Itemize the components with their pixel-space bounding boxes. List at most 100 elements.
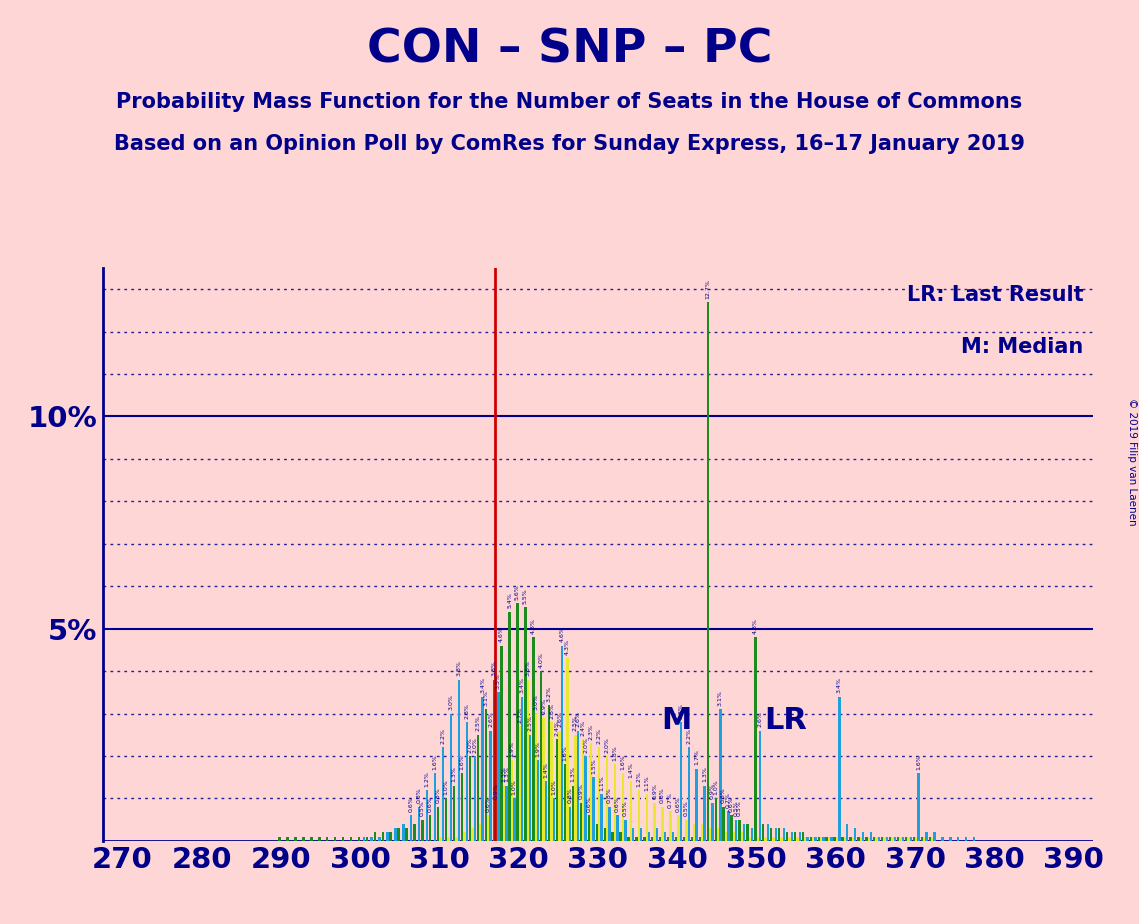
Bar — [782, 828, 785, 841]
Text: M: M — [662, 706, 691, 735]
Bar — [630, 782, 632, 841]
Bar — [923, 836, 925, 841]
Bar — [822, 836, 825, 841]
Bar — [318, 836, 320, 841]
Bar — [477, 735, 480, 841]
Bar — [370, 836, 372, 841]
Bar — [656, 828, 658, 841]
Text: 2.9%: 2.9% — [541, 699, 547, 714]
Bar — [910, 836, 912, 841]
Bar — [466, 722, 468, 841]
Text: 0.5%: 0.5% — [737, 800, 741, 816]
Bar — [756, 836, 759, 841]
Bar — [748, 836, 751, 841]
Text: 0.5%: 0.5% — [420, 800, 425, 816]
Text: 2.6%: 2.6% — [575, 711, 580, 727]
Bar — [632, 828, 634, 841]
Text: 0.8%: 0.8% — [417, 788, 421, 804]
Bar — [732, 833, 735, 841]
Bar — [850, 836, 852, 841]
Bar — [812, 836, 814, 841]
Bar — [764, 836, 767, 841]
Bar — [759, 731, 761, 841]
Bar — [450, 713, 452, 841]
Bar — [528, 735, 532, 841]
Bar — [580, 803, 582, 841]
Bar — [664, 833, 666, 841]
Bar — [804, 836, 806, 841]
Bar — [722, 807, 724, 841]
Text: 2.6%: 2.6% — [757, 711, 763, 727]
Bar — [844, 836, 846, 841]
Bar — [965, 836, 967, 841]
Bar — [532, 638, 534, 841]
Text: LR: LR — [764, 706, 808, 735]
Bar — [659, 836, 662, 841]
Bar — [834, 836, 836, 841]
Bar — [899, 836, 902, 841]
Bar — [716, 828, 719, 841]
Bar — [933, 833, 935, 841]
Text: 0.9%: 0.9% — [579, 784, 583, 799]
Bar — [880, 836, 884, 841]
Bar — [896, 836, 899, 841]
Text: 1.9%: 1.9% — [509, 741, 515, 757]
Bar — [949, 836, 951, 841]
Text: 2.6%: 2.6% — [557, 711, 562, 727]
Bar — [719, 710, 722, 841]
Bar — [866, 836, 868, 841]
Text: Probability Mass Function for the Number of Seats in the House of Commons: Probability Mass Function for the Number… — [116, 92, 1023, 113]
Bar — [362, 836, 364, 841]
Bar — [780, 836, 782, 841]
Bar — [652, 836, 654, 841]
Text: 0.8%: 0.8% — [607, 788, 612, 804]
Text: 0.6%: 0.6% — [485, 796, 491, 812]
Bar — [628, 836, 630, 841]
Text: 0.6%: 0.6% — [409, 796, 413, 812]
Text: 2.8%: 2.8% — [679, 703, 683, 719]
Bar — [730, 815, 732, 841]
Bar — [574, 735, 576, 841]
Text: 5.4%: 5.4% — [507, 592, 513, 608]
Text: 1.6%: 1.6% — [433, 754, 437, 770]
Bar — [536, 760, 539, 841]
Bar — [286, 836, 289, 841]
Bar — [500, 646, 502, 841]
Bar — [754, 638, 756, 841]
Text: 0.9%: 0.9% — [653, 784, 657, 799]
Text: 0.7%: 0.7% — [726, 792, 731, 808]
Bar — [624, 820, 626, 841]
Bar — [456, 836, 458, 841]
Bar — [884, 836, 886, 841]
Bar — [654, 803, 656, 841]
Text: 4.8%: 4.8% — [753, 618, 757, 634]
Bar — [796, 836, 798, 841]
Bar — [810, 836, 812, 841]
Bar — [915, 836, 917, 841]
Text: 3.2%: 3.2% — [547, 686, 551, 701]
Bar — [480, 824, 482, 841]
Bar — [461, 773, 464, 841]
Bar — [858, 836, 860, 841]
Bar — [868, 836, 870, 841]
Bar — [544, 782, 547, 841]
Text: 0.6%: 0.6% — [729, 796, 734, 812]
Bar — [826, 836, 828, 841]
Bar — [678, 815, 680, 841]
Bar — [640, 828, 642, 841]
Bar — [326, 836, 328, 841]
Text: 0.6%: 0.6% — [675, 796, 681, 812]
Bar — [912, 836, 915, 841]
Text: 0.9%: 0.9% — [493, 784, 499, 799]
Bar — [398, 828, 400, 841]
Bar — [453, 785, 456, 841]
Bar — [524, 607, 526, 841]
Bar — [410, 815, 412, 841]
Bar — [548, 705, 550, 841]
Text: 2.5%: 2.5% — [475, 715, 481, 732]
Bar — [636, 836, 638, 841]
Bar — [374, 833, 376, 841]
Bar — [714, 798, 716, 841]
Text: 0.8%: 0.8% — [436, 788, 441, 804]
Bar — [498, 692, 500, 841]
